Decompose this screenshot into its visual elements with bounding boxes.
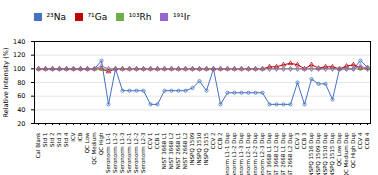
svg-text:INSPQ 1510: INSPQ 1510 [196, 132, 202, 165]
html-text:¹⁹¹Ir: ¹⁹¹Ir [173, 11, 191, 22]
svg-text:INSPQ 1515: INSPQ 1515 [203, 132, 209, 165]
svg-text:QC Medium: QC Medium [91, 133, 97, 165]
html-text:⁷¹Ga: ⁷¹Ga [87, 11, 108, 22]
svg-text:CCB 3: CCB 3 [301, 132, 307, 149]
svg-text:Seronorm L1-3: Seronorm L1-3 [119, 132, 125, 173]
svg-text:Seronorm L1-2 Dup: Seronorm L1-2 Dup [231, 132, 238, 175]
svg-text:ICV: ICV [70, 132, 76, 141]
svg-text:CCV 3: CCV 3 [294, 132, 300, 149]
svg-text:CCB 4: CCB 4 [364, 132, 370, 149]
svg-text:QC Medium Dup: QC Medium Dup [343, 132, 350, 175]
svg-text:INSPQ 1509: INSPQ 1509 [189, 132, 195, 165]
svg-text:Seronorm L2-3: Seronorm L2-3 [140, 132, 146, 173]
svg-text:NIST 3668 L1: NIST 3668 L1 [161, 133, 167, 170]
html-text:²³Na: ²³Na [46, 11, 66, 22]
svg-text:ICB: ICB [77, 132, 83, 141]
svg-text:Std 1: Std 1 [42, 133, 48, 147]
svg-text:INSPQ 1509 Dup: INSPQ 1509 Dup [315, 132, 322, 175]
svg-text:Seronorm L2-2 Dup: Seronorm L2-2 Dup [252, 132, 259, 175]
svg-text:80: 80 [17, 79, 25, 87]
svg-text:INSPQ 1510 Dup: INSPQ 1510 Dup [322, 132, 329, 175]
svg-text:Seronorm L2-2: Seronorm L2-2 [133, 133, 139, 174]
svg-text:Seronorm L1-1: Seronorm L1-1 [105, 133, 111, 174]
svg-text:140: 140 [13, 38, 25, 46]
html-text:¹⁰³Rh: ¹⁰³Rh [128, 11, 152, 22]
svg-text:INSPQ 1515 Dup: INSPQ 1515 Dup [329, 132, 336, 175]
svg-text:Seronorm L1-1 Dup: Seronorm L1-1 Dup [224, 132, 231, 175]
svg-text:CCV 1: CCV 1 [147, 133, 153, 150]
svg-text:QC High Dup: QC High Dup [350, 132, 357, 168]
svg-text:CCB 1: CCB 1 [154, 133, 160, 150]
svg-text:NIST 2668 L1 Dup: NIST 2668 L1 Dup [280, 132, 287, 175]
svg-text:Std 3: Std 3 [56, 132, 62, 147]
svg-text:Seronorm L1-2: Seronorm L1-2 [112, 133, 118, 174]
svg-text:INSPQ 1516 Dup: INSPQ 1516 Dup [308, 132, 315, 175]
svg-text:100: 100 [13, 65, 25, 73]
svg-text:Relative Intensity (%): Relative Intensity (%) [2, 48, 10, 118]
svg-text:NIST 2668 L1: NIST 2668 L1 [175, 133, 181, 170]
svg-text:QC Low: QC Low [84, 132, 90, 153]
svg-text:Seronorm L1-3 Dup: Seronorm L1-3 Dup [238, 132, 245, 175]
svg-text:Seronorm L2-1 Dup: Seronorm L2-1 Dup [245, 132, 252, 175]
svg-text:20: 20 [17, 120, 25, 128]
svg-text:Cal Blank: Cal Blank [35, 132, 41, 159]
svg-text:CCV 4: CCV 4 [357, 132, 363, 149]
svg-text:CCV 2: CCV 2 [210, 133, 216, 150]
svg-text:NIST 2668 L2 Dup: NIST 2668 L2 Dup [287, 132, 294, 175]
svg-text:40: 40 [17, 106, 25, 114]
svg-text:CCB 2: CCB 2 [217, 133, 223, 150]
svg-text:NIST 3668 L2 Dup: NIST 3668 L2 Dup [273, 132, 280, 175]
svg-text:120: 120 [13, 51, 25, 59]
svg-text:Std 2: Std 2 [49, 133, 55, 147]
svg-text:Std 4: Std 4 [63, 132, 69, 147]
svg-text:Seronorm L2-3 Dup: Seronorm L2-3 Dup [259, 132, 266, 175]
svg-text:60: 60 [17, 92, 25, 100]
svg-text:QC High: QC High [98, 132, 105, 155]
svg-text:QC Low Dup: QC Low Dup [336, 132, 343, 166]
svg-text:NIST 3668 L2: NIST 3668 L2 [168, 133, 174, 170]
svg-text:NIST 2668 L2: NIST 2668 L2 [182, 133, 188, 170]
svg-text:Seronorm L2-1: Seronorm L2-1 [126, 133, 132, 174]
svg-text:NIST 3668 L1 Dup: NIST 3668 L1 Dup [266, 132, 273, 175]
